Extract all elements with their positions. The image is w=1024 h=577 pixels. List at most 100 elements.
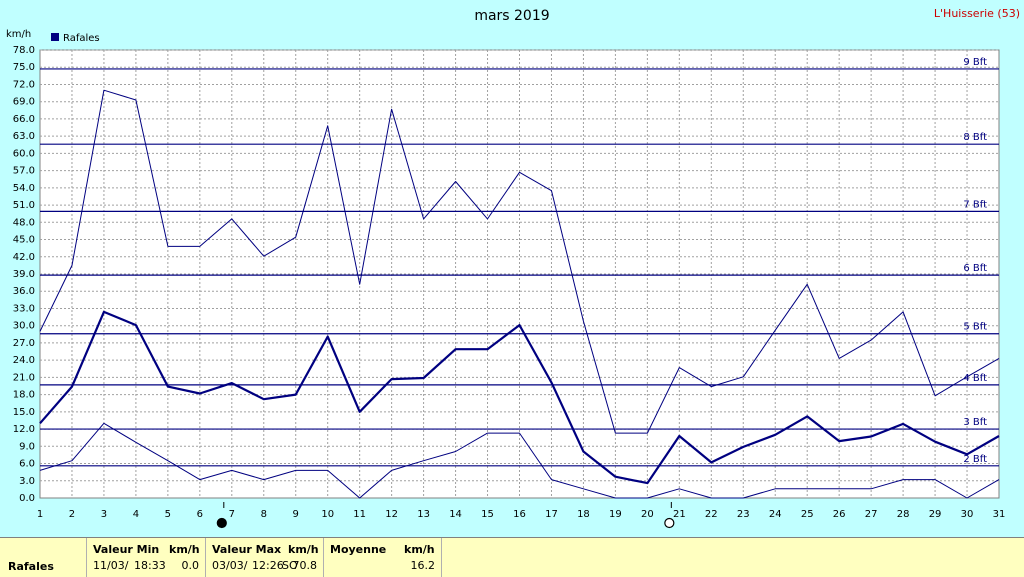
x-tick-label: 8: [261, 509, 267, 520]
min-time: 18:33: [134, 559, 166, 572]
y-tick-label: 21.0: [13, 372, 35, 383]
chart-title: mars 2019: [474, 8, 549, 24]
x-tick-label: 15: [481, 509, 494, 520]
x-tick-label: 21: [673, 509, 686, 520]
stats-row-label: Rafales: [8, 560, 54, 573]
y-tick-label: 24.0: [13, 355, 35, 366]
series-line-min: [39, 422, 1000, 499]
max-value: 70.8: [292, 559, 318, 572]
min-date: 11/03/: [93, 559, 129, 572]
beaufort-label: 8 Bft: [963, 132, 987, 143]
max-unit: km/h: [288, 543, 319, 556]
x-tick-label: 24: [769, 509, 782, 520]
mean-value: 16.2: [410, 559, 436, 572]
y-tick-label: 3.0: [19, 476, 35, 487]
max-date: 03/03/: [212, 559, 248, 572]
x-tick-label: 4: [133, 509, 139, 520]
new-moon-icon: [216, 517, 227, 529]
x-tick-label: 1: [37, 509, 43, 520]
mean-label: Moyenne: [330, 543, 387, 556]
y-tick-label: 75.0: [13, 62, 35, 73]
y-tick-label: 51.0: [13, 200, 35, 211]
beaufort-label: 7 Bft: [963, 199, 987, 210]
x-tick-label: 2: [69, 509, 75, 520]
mean-unit: km/h: [404, 543, 435, 556]
moon-phase-markers: [216, 502, 675, 529]
y-tick-label: 54.0: [13, 183, 35, 194]
legend-label-rafales: Rafales: [63, 33, 100, 44]
x-tick-label: 19: [609, 509, 622, 520]
beaufort-label: 5 Bft: [963, 322, 987, 333]
stats-row-label-cell: Rafales: [0, 538, 87, 577]
min-unit: km/h: [169, 543, 200, 556]
x-tick-label: 12: [385, 509, 398, 520]
x-tick-label: 27: [865, 509, 878, 520]
x-tick-label: 13: [417, 509, 430, 520]
y-tick-label: 33.0: [13, 303, 35, 314]
x-tick-label: 16: [513, 509, 526, 520]
y-tick-label: 9.0: [19, 441, 35, 452]
beaufort-lines: 2 Bft 3 Bft 4 Bft 5 Bft 6 Bft 7 Bft 8 Bft 9 Bft: [40, 57, 999, 467]
y-tick-label: 6.0: [19, 459, 35, 470]
series-line-mean: [39, 310, 1000, 485]
x-tick-labels: 1 2 3 4 5 6 7 8 9 10 11 12 13 14 15 16 17 18 19 20 21 22 23 24 2…: [37, 509, 1006, 520]
x-tick-label: 28: [897, 509, 910, 520]
series-lines: [39, 89, 1000, 499]
grid-lines: [40, 49, 999, 498]
x-tick-label: 9: [293, 509, 299, 520]
x-tick-label: 23: [737, 509, 750, 520]
stats-min-cell: Valeur Min km/h 11/03/ 18:33 0.0: [87, 538, 206, 577]
y-tick-label: 42.0: [13, 252, 35, 263]
beaufort-label: 9 Bft: [963, 57, 987, 68]
y-tick-label: 12.0: [13, 424, 35, 435]
max-label: Valeur Max: [212, 543, 282, 556]
y-tick-labels: 0.0 3.0 6.0 9.0 12.0 15.0 18.0 21.0 24.0 27.0 30.0…: [13, 45, 35, 504]
stats-panel: Rafales Valeur Min km/h 11/03/ 18:33 0.0…: [0, 537, 1024, 577]
max-time: 12:26: [252, 559, 284, 572]
x-tick-label: 3: [101, 509, 107, 520]
beaufort-label: 3 Bft: [963, 417, 987, 428]
legend-swatch: [51, 33, 59, 41]
y-tick-label: 57.0: [13, 166, 35, 177]
x-tick-label: 31: [993, 509, 1006, 520]
x-tick-label: 14: [449, 509, 462, 520]
y-tick-label: 30.0: [13, 321, 35, 332]
y-tick-label: 15.0: [13, 407, 35, 418]
x-tick-label: 11: [353, 509, 366, 520]
y-tick-label: 60.0: [13, 148, 35, 159]
max-direction: SO: [282, 559, 298, 572]
y-tick-label: 48.0: [13, 217, 35, 228]
x-tick-label: 26: [833, 509, 846, 520]
y-tick-label: 18.0: [13, 390, 35, 401]
x-tick-label: 29: [929, 509, 942, 520]
y-tick-label: 63.0: [13, 131, 35, 142]
min-value: 0.0: [181, 559, 200, 572]
beaufort-label: 4 Bft: [963, 373, 987, 384]
y-tick-label: 36.0: [13, 286, 35, 297]
y-tick-label: 0.0: [19, 493, 35, 504]
stats-mean-cell: Moyenne km/h 16.2: [324, 538, 442, 577]
full-moon-icon: [664, 517, 675, 529]
y-tick-label: 27.0: [13, 338, 35, 349]
x-tick-label: 17: [545, 509, 558, 520]
y-axis-unit: km/h: [6, 29, 31, 40]
x-tick-label: 7: [229, 509, 235, 520]
x-tick-label: 22: [705, 509, 718, 520]
y-tick-label: 72.0: [13, 79, 35, 90]
y-tick-label: 39.0: [13, 269, 35, 280]
y-tick-label: 45.0: [13, 235, 35, 246]
y-tick-label: 66.0: [13, 114, 35, 125]
x-tick-label: 20: [641, 509, 654, 520]
x-tick-label: 30: [961, 509, 974, 520]
x-tick-label: 18: [577, 509, 590, 520]
beaufort-label: 6 Bft: [963, 263, 987, 274]
series-line-max: [39, 89, 1000, 434]
x-tick-label: 10: [321, 509, 334, 520]
x-tick-label: 6: [197, 509, 203, 520]
x-tick-label: 5: [165, 509, 171, 520]
station-name: L'Huisserie (53): [934, 7, 1020, 20]
stats-max-cell: Valeur Max km/h 03/03/ 12:26 SO 70.8: [206, 538, 324, 577]
beaufort-label: 2 Bft: [963, 454, 987, 465]
y-tick-label: 78.0: [13, 45, 35, 56]
x-tick-label: 25: [801, 509, 814, 520]
